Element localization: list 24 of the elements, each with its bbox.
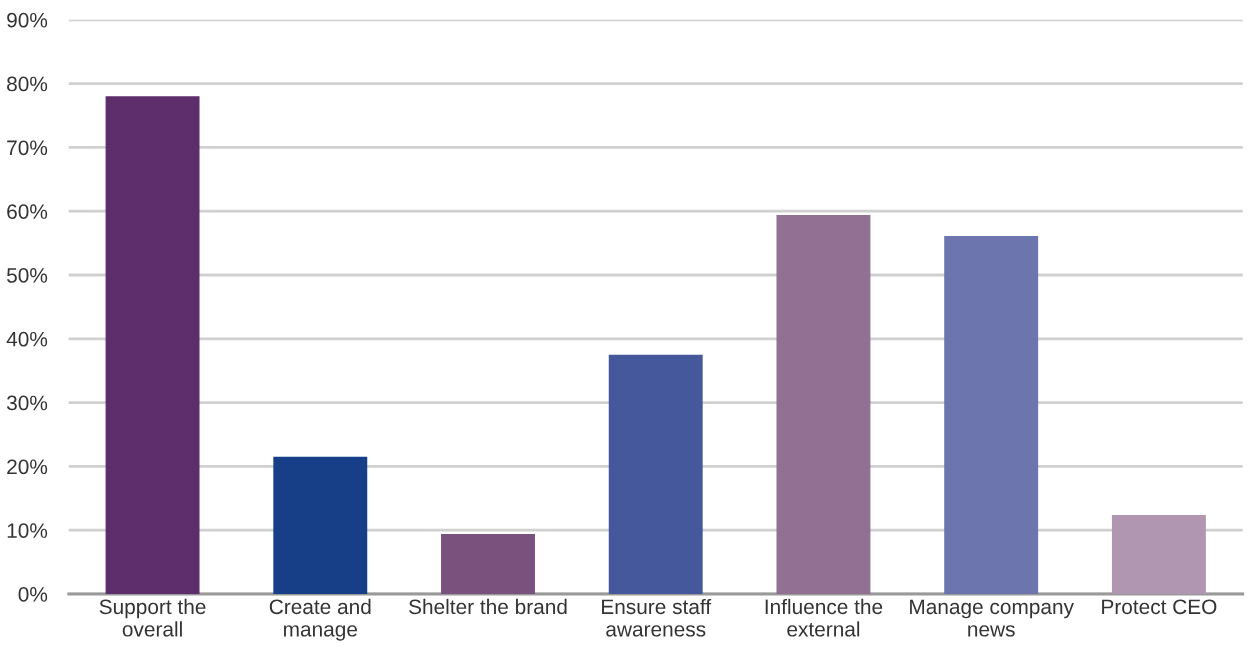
x-tick-label: Ensure staff awareness	[602, 598, 712, 637]
bar	[608, 354, 703, 594]
bar	[944, 236, 1039, 594]
y-tick-label: 0%	[18, 587, 48, 602]
y-tick-label: 90%	[7, 12, 48, 28]
y-tick-label: 50%	[7, 268, 48, 283]
bar	[441, 534, 535, 594]
x-tick-label: Create and manage	[269, 598, 371, 641]
x-tick-label: Support the overall	[99, 598, 206, 637]
x-tick-label: Protect CEO	[1102, 599, 1217, 615]
bar	[1111, 514, 1206, 594]
y-tick-label: 30%	[6, 395, 48, 411]
x-tick-label: Manage company news	[910, 599, 1074, 637]
bar	[105, 96, 200, 594]
y-tick-label: 70%	[7, 140, 48, 156]
y-tick-label: 20%	[7, 459, 48, 475]
bar	[273, 456, 368, 594]
y-tick-label: 80%	[7, 76, 48, 92]
y-tick-label: 40%	[6, 331, 48, 347]
y-tick-label: 60%	[7, 204, 48, 219]
y-tick-label: 10%	[7, 523, 48, 538]
bar	[776, 215, 871, 594]
x-tick-label: Influence the external	[765, 598, 883, 637]
x-tick-label: Shelter the brand	[409, 598, 567, 615]
